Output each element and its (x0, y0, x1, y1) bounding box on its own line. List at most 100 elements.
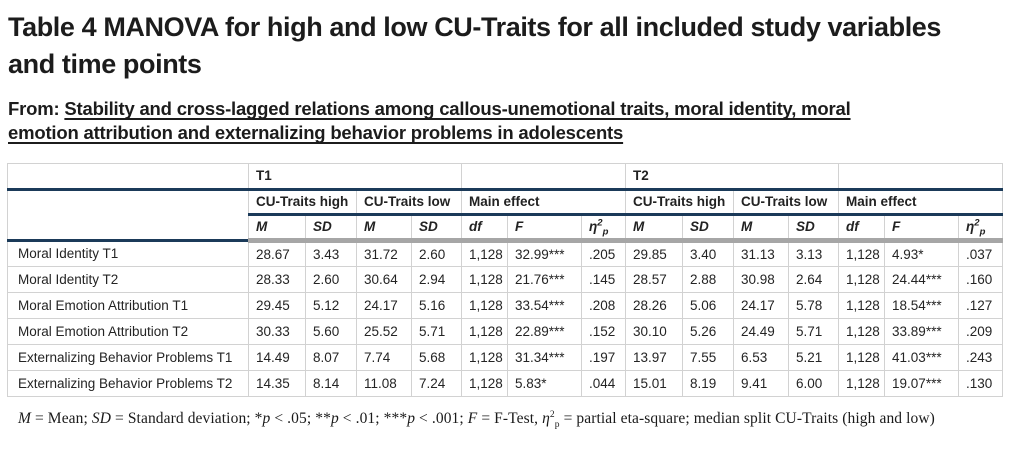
row-label: Moral Emotion Attribution T2 (7, 317, 249, 345)
header-f: F (507, 213, 583, 243)
source-article-link[interactable]: Stability and cross-lagged relations amo… (8, 98, 851, 144)
value-cell: 1,128 (461, 239, 509, 267)
value-cell: 2.60 (305, 265, 357, 293)
footnote: M = Mean; SD = Standard deviation; *p < … (18, 409, 935, 430)
value-cell: 25.52 (356, 317, 412, 345)
table-row: Moral Identity T1 28.67 3.43 31.72 2.60 1,128… (7, 239, 1004, 267)
value-cell: 2.64 (788, 265, 840, 293)
page: Table 4 MANOVA for high and low CU-Trait… (0, 9, 1013, 456)
value-cell: 2.60 (410, 239, 463, 267)
footnote-segment: F (467, 409, 478, 427)
value-cell: 5.21 (788, 343, 840, 371)
header-df: df (461, 213, 509, 243)
value-cell: 9.41 (733, 369, 790, 397)
value-cell: 30.33 (248, 317, 306, 345)
value-cell: 33.54*** (507, 291, 583, 319)
value-cell: 3.40 (682, 239, 735, 267)
value-cell: .208 (581, 291, 627, 319)
value-cell: 24.17 (356, 291, 412, 319)
table-row: Externalizing Behavior Problems T1 14.49 8… (7, 343, 1004, 371)
value-cell: 31.34*** (507, 343, 583, 371)
value-cell: 28.57 (625, 265, 684, 293)
value-cell: 2.94 (410, 265, 463, 293)
footnote-segment: SD (91, 409, 112, 427)
footnote-segment: = partial eta-square; median split CU-Tr… (559, 409, 935, 427)
footnote-segment: < .05; ** (270, 409, 331, 427)
header-m: M (356, 213, 412, 243)
header-empty-cell (7, 162, 249, 191)
value-cell: .145 (581, 265, 627, 293)
value-cell: 1,128 (838, 317, 886, 345)
value-cell: 3.13 (788, 239, 840, 267)
value-cell: 21.76*** (507, 265, 583, 293)
value-cell: 22.89*** (507, 317, 583, 345)
value-cell: 1,128 (838, 239, 886, 267)
header-df: df (838, 213, 886, 243)
header-t2: T2 (625, 162, 840, 191)
footnote-segment: < .001; (415, 409, 468, 427)
value-cell: 14.35 (248, 369, 306, 397)
header-t1-main-effect: Main effect (461, 188, 627, 216)
footnote-segment: = Mean; (31, 409, 92, 427)
value-cell: 28.33 (248, 265, 306, 293)
value-cell: .037 (958, 239, 1004, 267)
value-cell: 1,128 (461, 343, 509, 371)
value-cell: 29.45 (248, 291, 306, 319)
value-cell: .152 (581, 317, 627, 345)
value-cell: 28.67 (248, 239, 306, 267)
header-sd: SD (305, 213, 357, 243)
value-cell: 31.72 (356, 239, 412, 267)
value-cell: 6.00 (788, 369, 840, 397)
row-label: Moral Identity T2 (7, 265, 249, 293)
manova-table: T1 T2 CU-Traits high CU-Traits low Main … (7, 162, 1004, 397)
value-cell: 24.44*** (884, 265, 960, 293)
header-sd: SD (788, 213, 840, 243)
value-cell: 5.68 (410, 343, 463, 371)
footnote-segment: M (18, 409, 32, 427)
value-cell: 15.01 (625, 369, 684, 397)
header-t1: T1 (247, 162, 463, 191)
header-row-stats: M SD M SD df F η2p M SD M SD df F η2p (8, 213, 1004, 243)
header-m: M (625, 213, 684, 243)
source-line: From: Stability and cross-lagged relatio… (8, 97, 863, 145)
value-cell: 24.17 (733, 291, 790, 319)
value-cell: 1,128 (838, 291, 886, 319)
value-cell: 28.26 (625, 291, 684, 319)
value-cell: 19.07*** (884, 369, 960, 397)
header-sd: SD (410, 213, 463, 243)
value-cell: 32.99*** (507, 239, 583, 267)
value-cell: 5.06 (682, 291, 735, 319)
table-body: Moral Identity T1 28.67 3.43 31.72 2.60 1,128… (7, 239, 1004, 397)
value-cell: 14.49 (248, 343, 306, 371)
value-cell: 41.03*** (884, 343, 960, 371)
header-eta-squared: η2p (958, 213, 1004, 243)
footnote-segment: p (262, 409, 271, 427)
header-f: F (884, 213, 960, 243)
table-row: Externalizing Behavior Problems T2 14.35 8… (7, 369, 1004, 397)
value-cell: 5.60 (305, 317, 357, 345)
value-cell: .205 (581, 239, 627, 267)
header-eta-squared: η2p (581, 213, 627, 243)
value-cell: 5.78 (788, 291, 840, 319)
value-cell: 30.10 (625, 317, 684, 345)
header-t2-cu-high: CU-Traits high (625, 188, 735, 216)
header-row-groups: CU-Traits high CU-Traits low Main effect… (7, 188, 1004, 242)
value-cell: 5.26 (682, 317, 735, 345)
value-cell: 30.64 (356, 265, 412, 293)
value-cell: 3.43 (305, 239, 357, 267)
header-empty-cell (838, 162, 1004, 191)
table-row: Moral Emotion Attribution T1 29.45 5.12 24.… (7, 291, 1004, 319)
header-t1-cu-high: CU-Traits high (248, 188, 357, 216)
value-cell: 31.13 (733, 239, 790, 267)
table-title: Table 4 MANOVA for high and low CU-Trait… (8, 12, 942, 79)
value-cell: 29.85 (625, 239, 684, 267)
value-cell: 8.07 (305, 343, 357, 371)
value-cell: 24.49 (733, 317, 790, 345)
footnote-segment: p (330, 409, 339, 427)
row-label: Moral Identity T1 (7, 239, 249, 267)
row-label: Moral Emotion Attribution T1 (7, 291, 249, 319)
footnote-segment: = Standard deviation; * (111, 409, 263, 427)
value-cell: 1,128 (461, 291, 509, 319)
value-cell: 18.54*** (884, 291, 960, 319)
value-cell: 1,128 (838, 369, 886, 397)
